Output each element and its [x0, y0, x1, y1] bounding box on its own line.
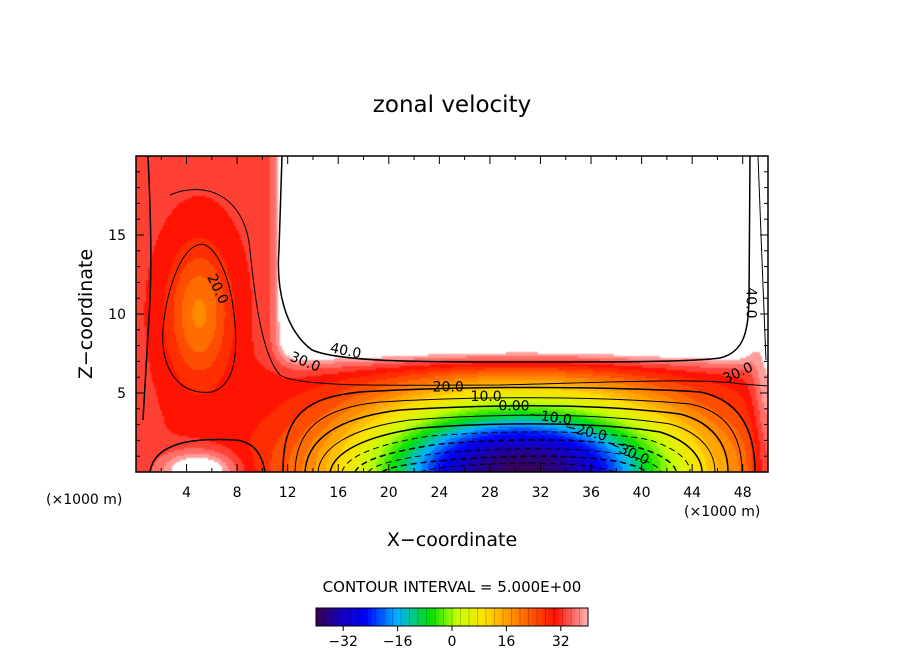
- x-tick-label: 28: [481, 485, 499, 501]
- contour-label: 40.0: [743, 287, 759, 318]
- x-tick-label: 4: [182, 485, 191, 501]
- velocity-field: 20.030.0 40.020.010.00.00−10.0−20.0−30.04…: [136, 156, 768, 472]
- x-tick-label: 36: [582, 485, 600, 501]
- contour-label: −10.0: [528, 407, 573, 429]
- x-tick-label: 24: [430, 485, 448, 501]
- colorbar-tick-label: 0: [448, 634, 457, 650]
- contour-label: 40.0: [329, 340, 363, 362]
- contour-neg30-lower: [419, 462, 616, 472]
- contour-40-center: [277, 156, 751, 363]
- contour-label: 0.00: [498, 399, 529, 415]
- y-tick-label: 15: [108, 228, 126, 244]
- contour-10-lower: [304, 405, 729, 472]
- colorbar-tick-label: −32: [328, 634, 358, 650]
- contour-neg20-lower: [381, 455, 647, 472]
- contour-15-lower: [294, 397, 743, 472]
- chart-title: zonal velocity: [373, 92, 531, 118]
- contour-5-lower: [317, 414, 716, 472]
- colorbar-segments: [324, 608, 580, 626]
- y-axis-ticks: 5 10 15: [108, 171, 768, 457]
- contour-30-left: [169, 189, 768, 387]
- colorbar-tick-label: −16: [383, 634, 413, 650]
- x-tick-label: 20: [380, 485, 398, 501]
- velocity-field-image: [136, 156, 768, 472]
- y-tick-label: 5: [117, 386, 126, 402]
- y-tick-label: 10: [108, 307, 126, 323]
- contour-label: 20.0: [433, 380, 464, 396]
- x-axis-label: X−coordinate: [387, 529, 517, 551]
- contour-label: 10.0: [471, 389, 502, 405]
- contour-0-lower: [329, 423, 703, 472]
- x-tick-label: 40: [633, 485, 651, 501]
- contour-lines: [142, 156, 768, 472]
- x-tick-label: 44: [683, 485, 701, 501]
- contour-interval-text: CONTOUR INTERVAL = 5.000E+00: [323, 578, 582, 596]
- contour-20-left-core: [162, 243, 237, 393]
- x-tick-label: 8: [233, 485, 242, 501]
- colorbar-ticks: −32 −16 0 16 32: [328, 626, 570, 650]
- contour-40-left-bottom: [149, 438, 266, 472]
- contour-neg10-lower: [354, 439, 677, 472]
- x-tick-label: 48: [734, 485, 752, 501]
- contour-neg15-lower: [367, 448, 662, 472]
- x-tick-label: 12: [279, 485, 297, 501]
- x-unit-right: (×1000 m): [684, 504, 760, 520]
- x-axis-ticks: 4 8 12 16 20 24 28 32 36 40 44 48: [160, 156, 752, 501]
- x-tick-label: 16: [329, 485, 347, 501]
- colorbar-tick-label: 32: [552, 634, 570, 650]
- contour-40-left-top: [142, 156, 152, 421]
- contour-20-lower: [282, 386, 756, 472]
- contour-neg5-lower: [341, 431, 691, 472]
- y-axis-label: Z−coordinate: [75, 249, 97, 379]
- x-unit-left: (×1000 m): [46, 492, 122, 508]
- colorbar-tick-label: 16: [497, 634, 515, 650]
- contour-30-right-edge: [757, 156, 767, 361]
- x-tick-label: 32: [532, 485, 550, 501]
